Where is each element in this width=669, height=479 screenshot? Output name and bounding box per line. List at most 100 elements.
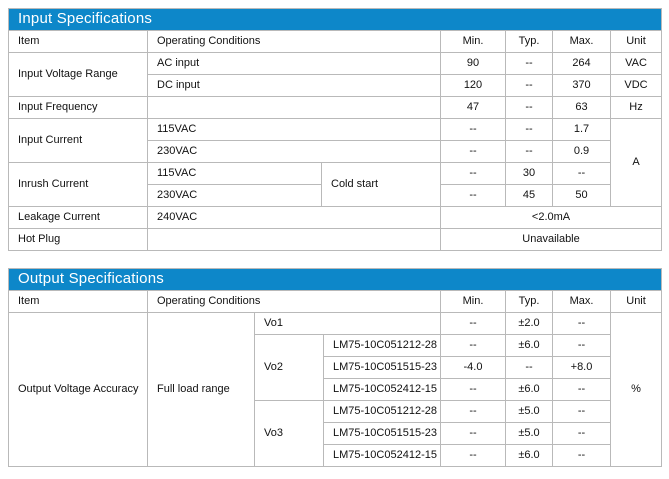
table-row: Output Voltage Accuracy Full load range … bbox=[8, 312, 663, 467]
header-operating-conditions: Operating Conditions bbox=[147, 290, 441, 313]
cell-item: Leakage Current bbox=[8, 206, 148, 229]
cell-max: 264 bbox=[552, 52, 611, 75]
cell-min: -4.0 bbox=[440, 356, 506, 379]
cell-min: 120 bbox=[440, 74, 506, 97]
cell-model: LM75-10C051515-23 bbox=[323, 422, 441, 445]
header-unit: Unit bbox=[609, 30, 663, 53]
cell-typ: 30 bbox=[505, 162, 553, 185]
cell-min: 90 bbox=[440, 52, 506, 75]
cell-typ: -- bbox=[505, 52, 553, 75]
cell-typ: -- bbox=[505, 96, 553, 119]
header-typ: Typ. bbox=[505, 30, 553, 53]
cell-condition bbox=[147, 96, 441, 119]
output-specifications-table: Output Specifications Item Operating Con… bbox=[7, 268, 663, 467]
header-min: Min. bbox=[440, 290, 506, 313]
cell-model: LM75-10C052412-15 bbox=[323, 444, 441, 467]
cell-vo2: Vo2 bbox=[254, 334, 324, 401]
cell-typ: ±6.0 bbox=[505, 444, 553, 467]
cell-model: LM75-10C051515-23 bbox=[323, 356, 441, 379]
cell-min: -- bbox=[440, 312, 506, 335]
input-specifications-title: Input Specifications bbox=[7, 8, 663, 31]
cell-merged-value: Unavailable bbox=[439, 228, 663, 251]
cell-max: -- bbox=[552, 378, 611, 401]
cell-model: LM75-10C052412-15 bbox=[323, 378, 441, 401]
cell-typ: ±6.0 bbox=[505, 378, 553, 401]
header-unit: Unit bbox=[609, 290, 663, 313]
cell-condition: 115VAC bbox=[147, 118, 441, 141]
cell-item: Output Voltage Accuracy bbox=[8, 312, 148, 467]
cell-item: Inrush Current bbox=[8, 162, 148, 207]
table-row: Leakage Current 240VAC <2.0mA bbox=[8, 206, 663, 229]
cell-item: Hot Plug bbox=[8, 228, 148, 251]
cell-max: 63 bbox=[552, 96, 611, 119]
cell-unit: VDC bbox=[609, 74, 663, 97]
cell-unit: % bbox=[609, 312, 663, 467]
table-header-row: Item Operating Conditions Min. Typ. Max.… bbox=[8, 290, 663, 313]
cell-min: -- bbox=[440, 184, 506, 207]
cell-unit: A bbox=[609, 118, 663, 207]
cell-item: Input Voltage Range bbox=[8, 52, 148, 97]
cell-min: -- bbox=[440, 118, 506, 141]
cell-min: -- bbox=[440, 334, 506, 357]
cell-min: -- bbox=[440, 444, 506, 467]
cell-max: 50 bbox=[552, 184, 611, 207]
cell-typ: -- bbox=[505, 118, 553, 141]
table-row: Inrush Current 115VAC Cold start -- 30 -… bbox=[8, 162, 662, 207]
cell-max: -- bbox=[552, 444, 611, 467]
cell-condition: Full load range bbox=[147, 312, 255, 467]
cell-item: Input Frequency bbox=[8, 96, 148, 119]
cell-max: 0.9 bbox=[552, 140, 611, 163]
cell-max: +8.0 bbox=[552, 356, 611, 379]
header-max: Max. bbox=[552, 30, 611, 53]
cell-max: 1.7 bbox=[552, 118, 611, 141]
cell-min: -- bbox=[440, 140, 506, 163]
cell-condition: 115VAC bbox=[147, 162, 322, 185]
table-row: LM75-10C051515-23 -- ±5.0 -- bbox=[9, 422, 662, 445]
cell-merged-value: <2.0mA bbox=[439, 206, 663, 229]
cell-typ: -- bbox=[505, 140, 553, 163]
input-specifications-table: Input Specifications Item Operating Cond… bbox=[7, 8, 663, 251]
cell-vo1: Vo1 bbox=[254, 312, 441, 335]
cell-max: -- bbox=[552, 312, 611, 335]
cell-item: Input Current bbox=[8, 118, 148, 163]
cell-min: -- bbox=[440, 162, 506, 185]
cell-min: -- bbox=[440, 400, 506, 423]
header-item: Item bbox=[8, 30, 148, 53]
cell-vo3: Vo3 bbox=[254, 400, 324, 467]
cell-max: -- bbox=[552, 400, 611, 423]
cell-condition: AC input bbox=[147, 52, 441, 75]
table-title-row: Input Specifications bbox=[7, 8, 663, 31]
cell-typ: ±5.0 bbox=[505, 400, 553, 423]
cell-condition-coldstart: Cold start bbox=[321, 162, 441, 207]
cell-unit: Hz bbox=[609, 96, 663, 119]
output-specifications-title: Output Specifications bbox=[7, 268, 663, 291]
cell-condition: 240VAC bbox=[147, 206, 441, 229]
cell-condition: 230VAC bbox=[147, 140, 441, 163]
cell-typ: ±5.0 bbox=[505, 422, 553, 445]
cell-max: -- bbox=[552, 162, 611, 185]
cell-min: -- bbox=[440, 422, 506, 445]
cell-max: -- bbox=[552, 422, 611, 445]
cell-typ: 45 bbox=[505, 184, 553, 207]
header-item: Item bbox=[8, 290, 148, 313]
cell-condition: DC input bbox=[147, 74, 441, 97]
cell-typ: ±2.0 bbox=[505, 312, 553, 335]
table-row: Vo3 LM75-10C051212-28 -- ±5.0 -- bbox=[9, 400, 662, 467]
cell-unit: VAC bbox=[609, 52, 663, 75]
header-max: Max. bbox=[552, 290, 611, 313]
table-row: Input Current 115VAC -- -- 1.7 A bbox=[8, 118, 663, 207]
table-header-row: Item Operating Conditions Min. Typ. Max.… bbox=[8, 30, 663, 53]
cell-typ: ±6.0 bbox=[505, 334, 553, 357]
cell-max: -- bbox=[552, 334, 611, 357]
cell-typ: -- bbox=[505, 74, 553, 97]
table-row: LM75-10C052412-15 -- ±6.0 -- bbox=[9, 444, 662, 467]
cell-typ: -- bbox=[505, 356, 553, 379]
cell-condition: 230VAC bbox=[147, 184, 322, 207]
cell-model: LM75-10C051212-28 bbox=[323, 334, 441, 357]
table-row: Vo2 LM75-10C051212-28 -- ±6.0 -- bbox=[9, 334, 662, 401]
header-operating-conditions: Operating Conditions bbox=[147, 30, 441, 53]
cell-condition bbox=[147, 228, 441, 251]
cell-min: -- bbox=[440, 378, 506, 401]
table-row: Input Voltage Range AC input 90 -- 264 V… bbox=[8, 52, 663, 97]
